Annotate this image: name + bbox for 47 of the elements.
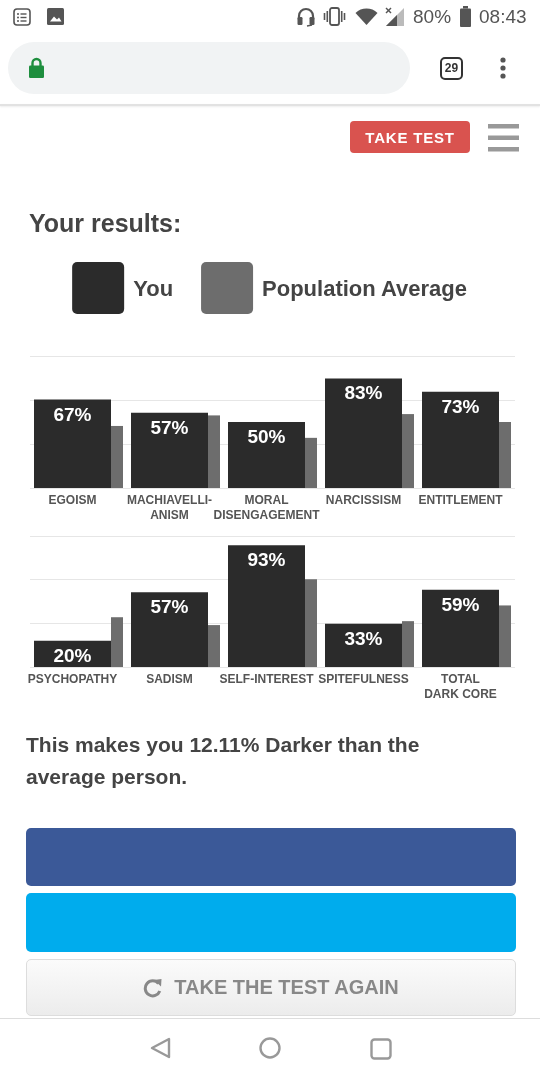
bar: [111, 617, 123, 667]
x-tick-label: MORAL DISENGAGEMENT: [213, 493, 321, 522]
text: This makes you 12.11% Darker than the average person.: [26, 732, 421, 790]
data-label: 73%: [441, 395, 480, 417]
button: TAKE TEST: [350, 121, 470, 153]
bar: [325, 378, 402, 488]
x-tick-label: EGOISM: [48, 493, 97, 508]
x-tick-label: SELF-INTEREST: [219, 672, 315, 687]
bar: [228, 545, 305, 667]
data-label: 57%: [150, 596, 189, 618]
data-label: 67%: [53, 403, 92, 425]
x-tick-label: PSYCHOPATHY: [27, 672, 118, 687]
bar: [499, 605, 511, 667]
bar: [131, 592, 208, 667]
bar: [499, 422, 511, 488]
bar: [34, 399, 111, 488]
text: 08:43: [479, 6, 527, 28]
chart-title: Your results:: [29, 208, 182, 237]
x-tick-label: NARCISSISM: [325, 493, 402, 508]
data-label: 20%: [53, 644, 92, 666]
button: TAKE THE TEST AGAIN: [26, 959, 516, 1016]
bar: [131, 412, 208, 488]
bar: [208, 415, 220, 488]
bar: [422, 589, 499, 667]
data-label: 33%: [344, 627, 383, 649]
legend-label: Population Average: [262, 275, 468, 301]
bar: [422, 391, 499, 488]
x-tick-label: SADISM: [146, 672, 193, 687]
data-label: 93%: [247, 549, 286, 571]
x-tick-label: SPITEFULNESS: [318, 672, 409, 687]
data-label: 57%: [150, 416, 189, 438]
bar: [305, 579, 317, 667]
bar: [228, 422, 305, 488]
x-tick-label: TOTAL DARK CORE: [424, 672, 497, 701]
data-label: 59%: [441, 593, 480, 615]
data-label: 50%: [247, 426, 286, 447]
legend-label: You: [133, 275, 174, 301]
bar: [111, 425, 123, 488]
data-label: 83%: [344, 382, 383, 404]
bar: [325, 623, 402, 667]
x-tick-label: ENTITLEMENT: [418, 493, 504, 508]
x-tick-label: MACHIAVELLI- ANISM: [126, 493, 213, 522]
bar: [402, 414, 414, 488]
bar: [208, 625, 220, 667]
bar: [402, 621, 414, 667]
text: 80%: [413, 6, 452, 28]
bar: [305, 437, 317, 488]
